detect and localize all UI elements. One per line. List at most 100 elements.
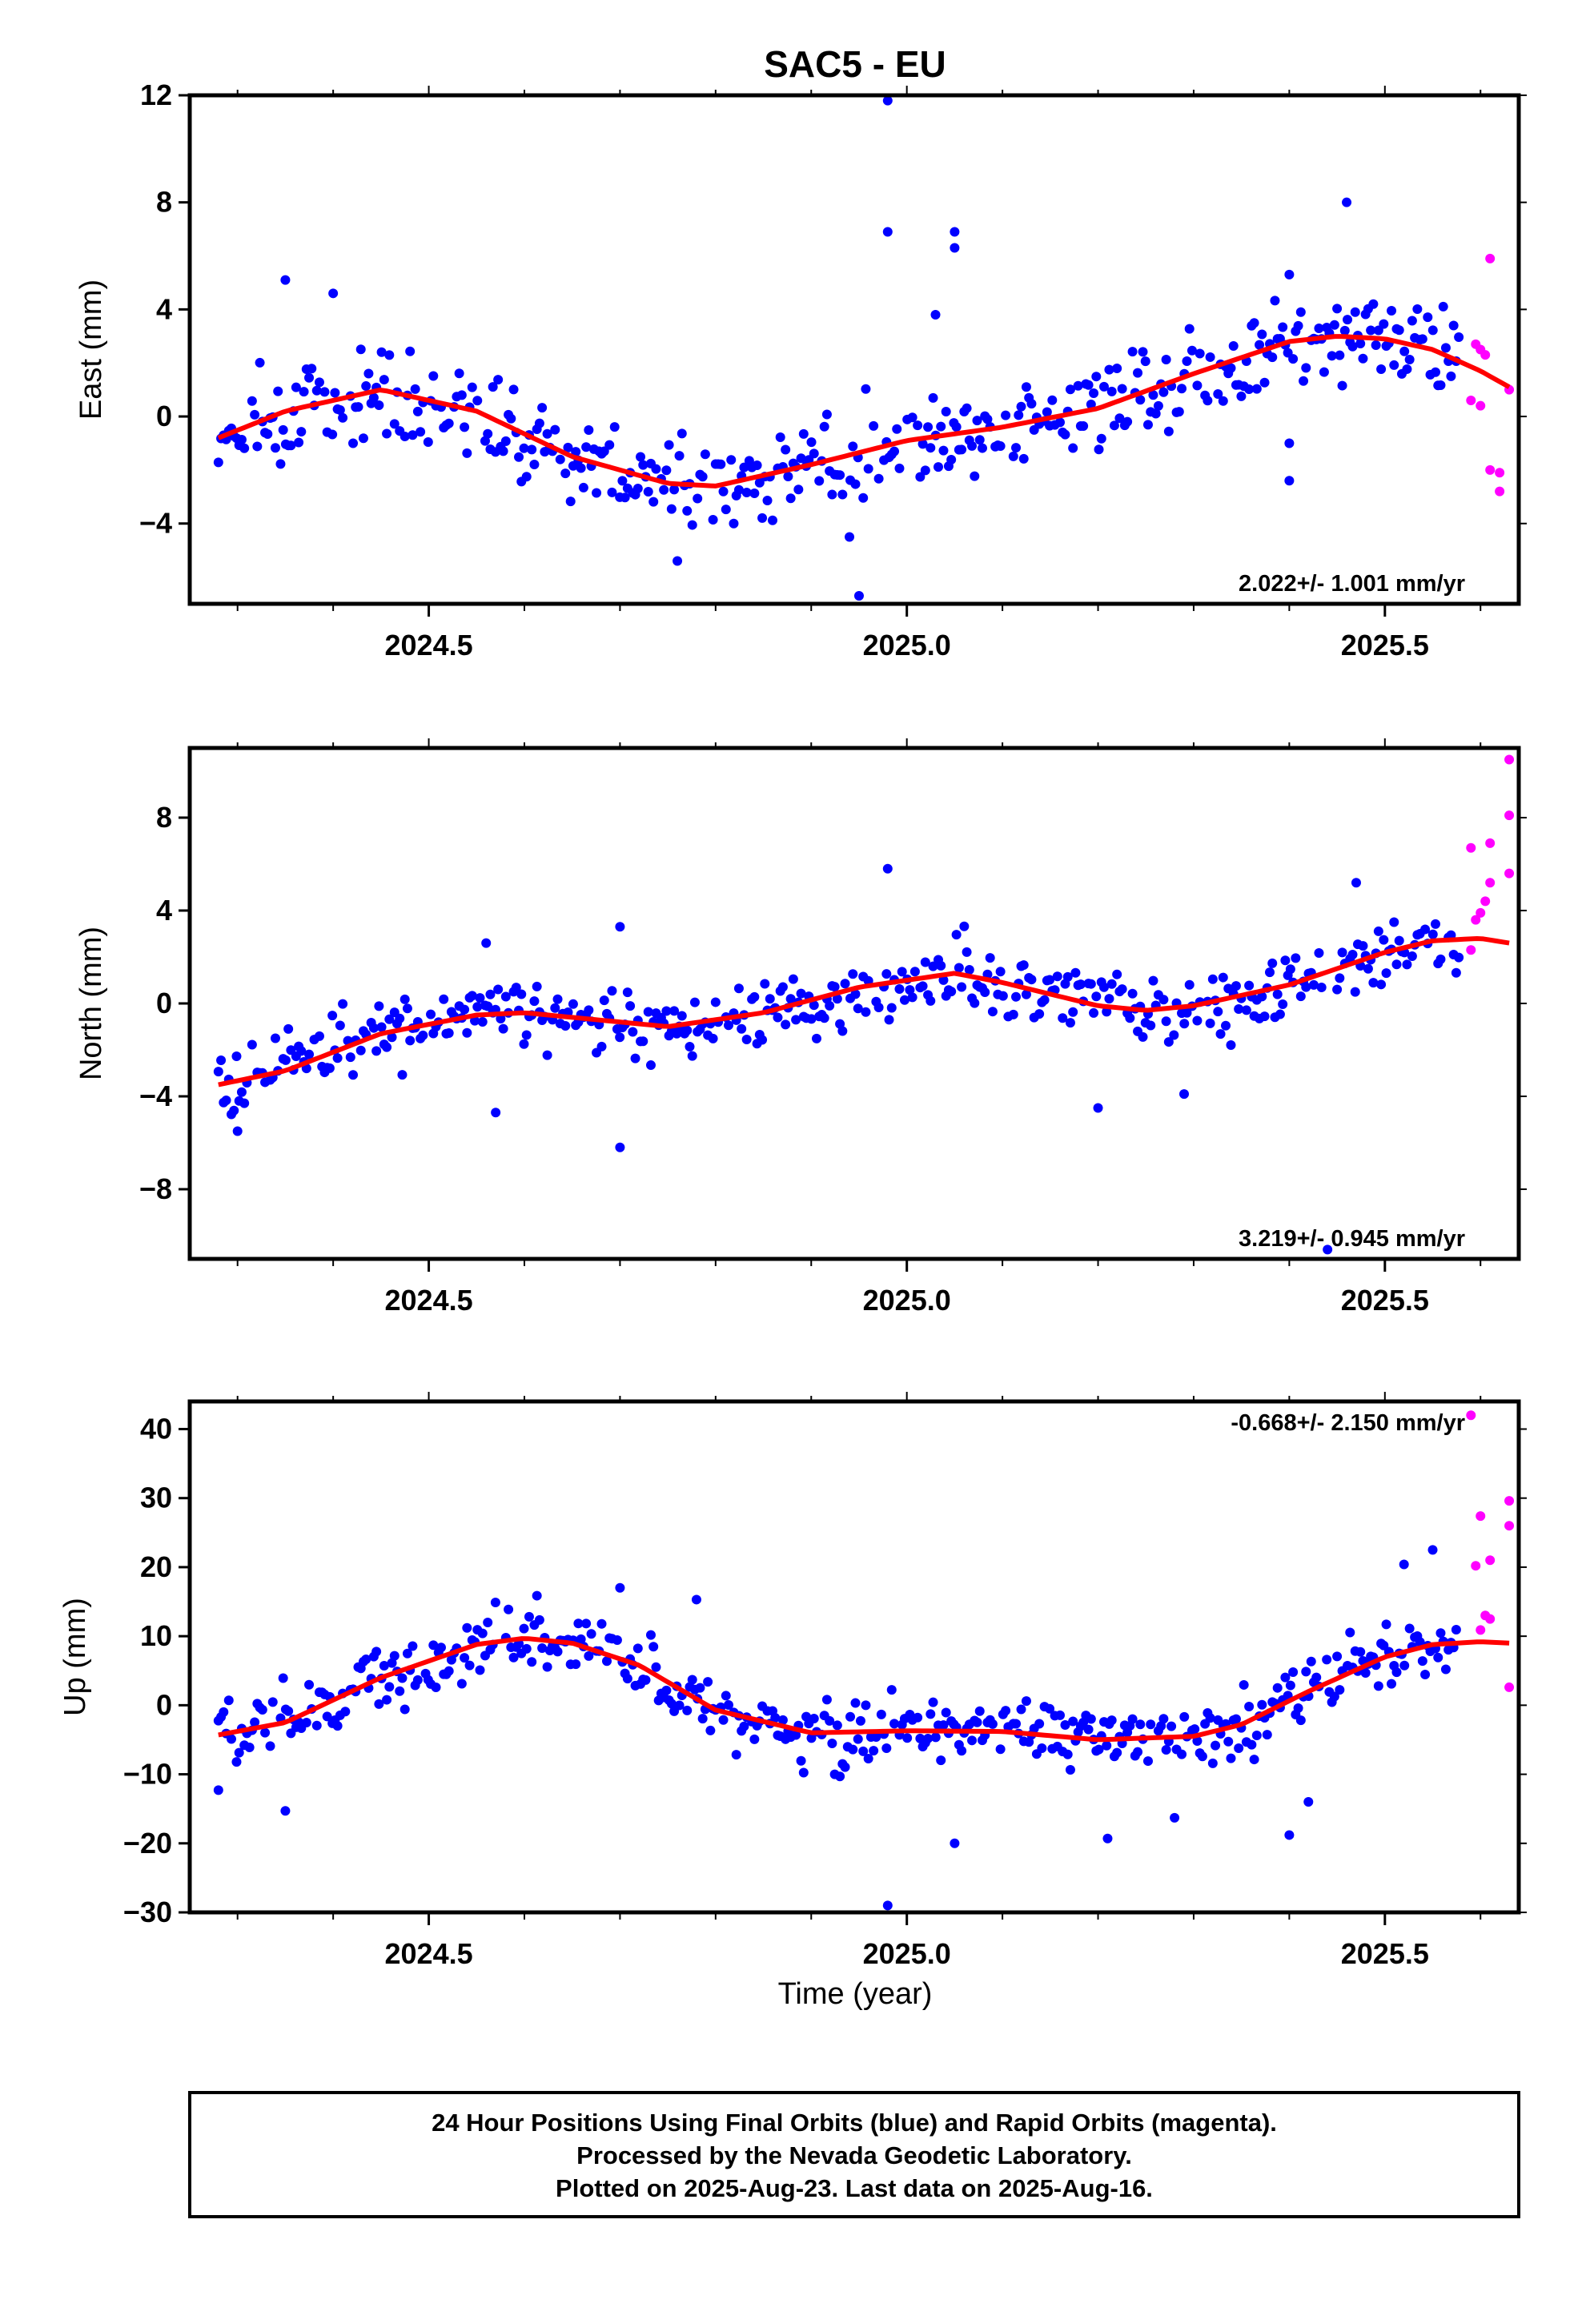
final-orbit-point: [1399, 346, 1410, 356]
final-orbit-point: [395, 1686, 405, 1696]
final-orbit-point: [643, 1007, 653, 1017]
final-orbit-point: [426, 1009, 436, 1019]
final-orbit-point: [913, 420, 923, 431]
final-orbit-point: [700, 449, 710, 460]
final-orbit-point: [749, 1734, 760, 1744]
final-orbit-point: [327, 429, 338, 440]
final-orbit-point: [811, 1033, 821, 1043]
final-orbit-point: [519, 1623, 529, 1634]
final-orbit-point: [762, 496, 773, 506]
y-tick-label: −10: [123, 1758, 172, 1791]
final-orbit-point: [821, 409, 832, 420]
final-orbit-point: [439, 994, 449, 1004]
final-orbit-point: [881, 1743, 892, 1753]
final-orbit-point: [1146, 1020, 1156, 1031]
final-orbit-point: [410, 384, 420, 394]
final-orbit-point: [871, 1732, 881, 1743]
final-orbit-point: [1234, 1004, 1244, 1015]
final-orbit-point: [950, 1838, 960, 1848]
final-orbit-point: [257, 1705, 267, 1715]
final-orbit-point: [500, 436, 511, 446]
final-orbit-point: [371, 1647, 382, 1657]
final-orbit-point: [1339, 325, 1350, 336]
final-orbit-point: [1055, 417, 1066, 428]
data-points: [213, 95, 1515, 601]
final-orbit-point: [1065, 384, 1075, 395]
final-orbit-point: [1133, 368, 1143, 378]
final-orbit-point: [1068, 443, 1078, 453]
final-orbit-point: [1332, 984, 1343, 995]
final-orbit-point: [628, 1027, 638, 1037]
final-orbit-point: [338, 999, 348, 1009]
final-orbit-point: [338, 412, 348, 423]
final-orbit-point: [1255, 340, 1265, 350]
final-orbit-point: [408, 1641, 418, 1651]
final-orbit-point: [239, 1098, 250, 1108]
final-orbit-point: [936, 1755, 946, 1766]
final-orbit-point: [1332, 304, 1343, 314]
final-orbit-point: [1293, 1703, 1303, 1714]
rapid-orbit-point: [1504, 1521, 1515, 1531]
final-orbit-point: [980, 987, 990, 998]
final-orbit-point: [615, 1142, 625, 1152]
final-orbit-point: [785, 994, 796, 1004]
final-orbit-point: [361, 381, 371, 392]
final-orbit-point: [819, 1013, 829, 1023]
final-orbit-point: [1347, 950, 1358, 960]
final-orbit-point: [957, 1746, 967, 1756]
final-orbit-point: [1451, 967, 1461, 978]
final-orbit-point: [651, 1662, 661, 1672]
final-orbit-point: [1207, 974, 1218, 984]
plot-frame: [187, 1399, 1521, 1915]
final-orbit-point: [1034, 1719, 1045, 1729]
final-orbit-point: [835, 470, 845, 480]
final-orbit-point: [1301, 982, 1311, 992]
final-orbit-point: [280, 275, 291, 285]
final-orbit-point: [741, 1035, 752, 1045]
final-orbit-point: [661, 1685, 672, 1695]
final-orbit-point: [1177, 1749, 1187, 1759]
final-orbit-point: [687, 1051, 697, 1061]
final-orbit-point: [379, 1661, 389, 1671]
final-orbit-point: [1011, 1719, 1022, 1729]
final-orbit-point: [524, 1611, 534, 1622]
final-orbit-point: [861, 1700, 871, 1711]
final-orbit-point: [1179, 1019, 1190, 1029]
final-orbit-point: [894, 463, 905, 473]
final-orbit-point: [1117, 384, 1127, 394]
final-orbit-point: [1427, 929, 1438, 939]
final-orbit-point: [1073, 380, 1083, 391]
final-orbit-point: [1389, 360, 1399, 370]
final-orbit-point: [1440, 1664, 1451, 1675]
final-orbit-point: [389, 419, 400, 429]
final-orbit-point: [555, 454, 565, 464]
final-orbit-point: [488, 382, 498, 392]
final-orbit-point: [387, 1032, 397, 1043]
final-orbit-point: [1440, 343, 1451, 353]
final-orbit-point: [1231, 1714, 1241, 1724]
final-orbit-point: [1371, 340, 1381, 351]
final-orbit-point: [1186, 345, 1197, 356]
final-orbit-point: [483, 1617, 493, 1627]
final-orbit-point: [946, 454, 957, 464]
final-orbit-point: [454, 368, 464, 379]
final-orbit-point: [941, 1707, 951, 1718]
y-tick-label: −4: [139, 1080, 172, 1112]
final-orbit-point: [1070, 967, 1081, 978]
rapid-orbit-point: [1485, 1555, 1496, 1566]
final-orbit-point: [760, 979, 770, 989]
final-orbit-point: [964, 964, 974, 975]
final-orbit-point: [296, 427, 307, 437]
final-orbit-point: [304, 1049, 315, 1059]
final-orbit-point: [632, 483, 643, 493]
final-orbit-point: [353, 402, 363, 412]
final-orbit-point: [640, 1675, 651, 1685]
final-orbit-point: [995, 1744, 1006, 1755]
final-orbit-point: [1284, 1830, 1295, 1840]
velocity-annotation: 3.219+/- 0.945 mm/yr: [1239, 1226, 1465, 1252]
rapid-orbit-point: [1485, 464, 1496, 475]
final-orbit-point: [1350, 307, 1360, 317]
final-orbit-point: [703, 1677, 713, 1687]
final-orbit-point: [897, 967, 907, 977]
final-orbit-point: [1021, 382, 1031, 392]
